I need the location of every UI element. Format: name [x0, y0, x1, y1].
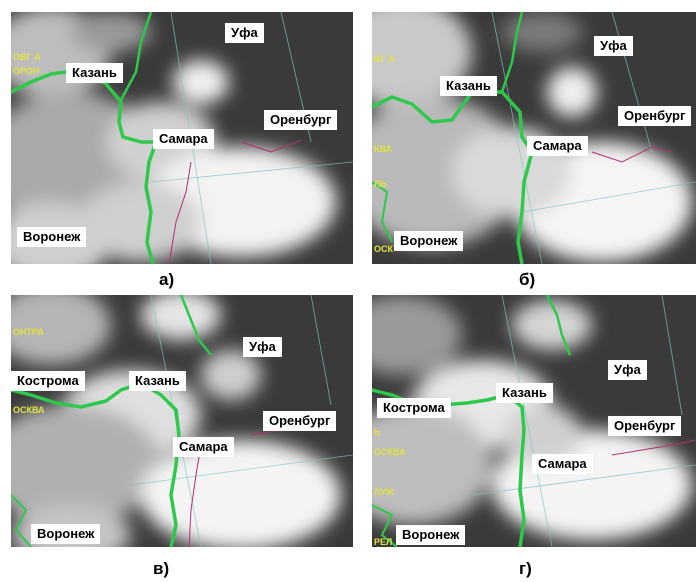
- svg-text:ОСК: ОСК: [374, 244, 394, 254]
- city-label-ufa: Уфа: [225, 23, 264, 43]
- city-label-kostroma: Кострома: [11, 371, 85, 391]
- city-label-ufa: Уфа: [243, 337, 282, 357]
- river-tributary: [119, 12, 153, 101]
- map-panel-b: ВГ А КВА ЛЬ ОСК Уфа Казань Оренбург Сама…: [372, 12, 696, 264]
- city-label-kazan: Казань: [496, 383, 553, 403]
- city-label-orenburg: Оренбург: [608, 416, 682, 436]
- svg-text:КВА: КВА: [374, 144, 393, 154]
- city-label-kazan: Казань: [129, 371, 186, 391]
- svg-text:ОНТРА: ОНТРА: [13, 327, 44, 337]
- city-label-samara: Самара: [527, 136, 588, 156]
- svg-text:ЛЬ: ЛЬ: [374, 179, 387, 189]
- map-panel-v: ОНТРА ОСКВА Уфа Кострома Казань Оренбург…: [11, 295, 353, 547]
- city-label-voronezh: Воронеж: [17, 227, 87, 247]
- svg-text:Ь: Ь: [374, 427, 381, 437]
- map-panel-a: ОВГ А ОРОН Уфа Казань Оренбург Самара Во…: [11, 12, 353, 264]
- city-label-ufa: Уфа: [594, 36, 633, 56]
- city-label-samara: Самара: [532, 454, 593, 474]
- svg-text:ОРОН: ОРОН: [13, 66, 39, 76]
- city-label-samara: Самара: [153, 129, 214, 149]
- city-label-samara: Самара: [173, 437, 234, 457]
- map-panel-g: Ь ОСКВА ЛУЖ РЕЛ Уфа Кострома Казань Орен…: [372, 295, 696, 547]
- city-label-orenburg: Оренбург: [264, 110, 338, 130]
- panel-caption-b: б): [519, 270, 536, 289]
- svg-text:РЕЛ: РЕЛ: [374, 537, 392, 547]
- city-label-voronezh: Воронеж: [394, 231, 464, 251]
- city-label-kostroma: Кострома: [377, 398, 451, 418]
- panel-caption-v: в): [153, 559, 170, 578]
- region-border: [168, 161, 192, 264]
- svg-text:ОСКВА: ОСКВА: [374, 447, 406, 457]
- cloud-layer: [11, 12, 336, 264]
- city-label-voronezh: Воронеж: [31, 524, 101, 544]
- svg-text:ОСКВА: ОСКВА: [13, 405, 45, 415]
- city-label-kazan: Казань: [66, 63, 123, 83]
- city-label-ufa: Уфа: [608, 360, 647, 380]
- city-label-kazan: Казань: [440, 76, 497, 96]
- city-label-orenburg: Оренбург: [618, 106, 692, 126]
- panel-caption-a: а): [159, 270, 175, 289]
- svg-text:ЛУЖ: ЛУЖ: [374, 487, 395, 497]
- panel-caption-g: г): [519, 559, 532, 578]
- satellite-image-b: ВГ А КВА ЛЬ ОСК: [372, 12, 696, 264]
- svg-text:ВГ А: ВГ А: [374, 54, 395, 64]
- city-label-orenburg: Оренбург: [263, 411, 337, 431]
- city-label-voronezh: Воронеж: [396, 525, 466, 545]
- svg-text:ОВГ А: ОВГ А: [13, 52, 41, 62]
- satellite-image-a: ОВГ А ОРОН: [11, 12, 353, 264]
- river-volga: [11, 68, 158, 264]
